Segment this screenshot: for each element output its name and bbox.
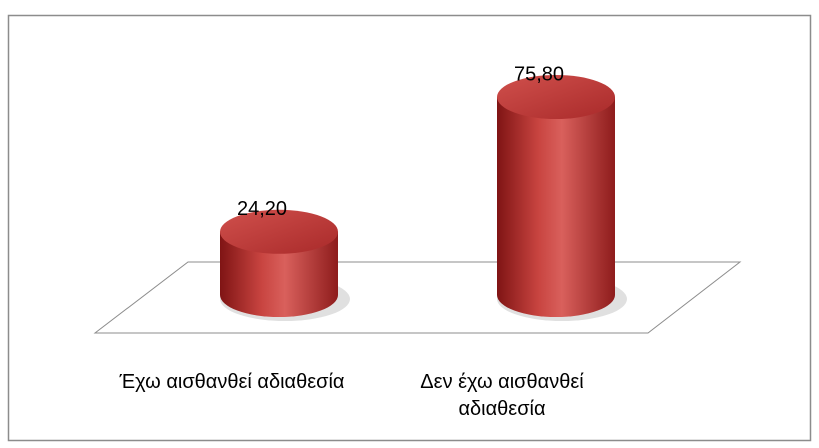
chart-border	[7, 14, 812, 442]
floor	[93, 261, 742, 334]
cylinder-top	[220, 209, 338, 254]
category-label: Δεν έχω αισθανθεί αδιαθεσία	[420, 371, 584, 420]
cylinder	[497, 75, 627, 321]
cylinder-top	[497, 75, 615, 119]
value-label: 24,20	[237, 198, 287, 220]
value-label: 75,80	[514, 63, 564, 85]
cylinder	[220, 209, 350, 321]
category-label: Έχω αισθανθεί αδιαθεσία	[119, 371, 345, 393]
cylinder-body	[220, 231, 338, 317]
cylinder-body	[497, 97, 615, 317]
